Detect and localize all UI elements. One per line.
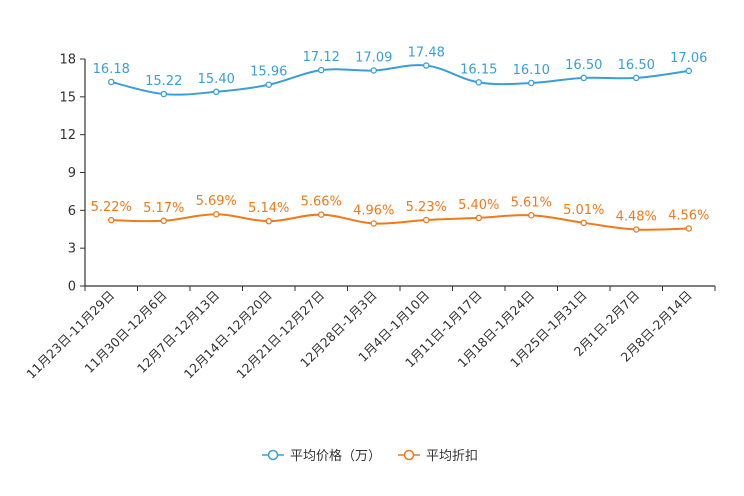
data-point[interactable] <box>212 88 220 96</box>
legend[interactable]: 平均价格（万） 平均折扣 <box>262 448 478 464</box>
data-label: 5.01% <box>563 203 604 218</box>
series-0: 16.18 15.22 15.40 15.96 17.12 17.09 17.48 16.15… <box>93 46 707 98</box>
y-tick-label: 18 <box>59 53 76 68</box>
data-label: 5.66% <box>301 195 342 210</box>
data-label: 5.14% <box>248 201 289 216</box>
data-point[interactable] <box>108 216 115 224</box>
data-point[interactable] <box>685 67 693 75</box>
x-tick-label: 12月21日-12月27日 <box>233 288 327 382</box>
y-axis-ticks: 0 3 6 9 12 15 18 <box>59 53 85 295</box>
data-point[interactable] <box>108 78 115 86</box>
y-tick-label: 9 <box>68 166 76 181</box>
data-label: 17.48 <box>408 46 445 61</box>
data-point[interactable] <box>633 74 640 82</box>
data-label: 4.48% <box>616 210 657 225</box>
data-point[interactable] <box>265 81 272 88</box>
data-point[interactable] <box>475 79 482 86</box>
y-tick-label: 0 <box>68 280 76 295</box>
data-label: 16.50 <box>618 58 655 73</box>
data-point[interactable] <box>528 79 535 87</box>
data-label: 5.17% <box>143 201 184 216</box>
data-label: 16.10 <box>513 63 550 78</box>
axes <box>84 59 715 287</box>
data-label: 17.06 <box>670 51 707 66</box>
data-label: 5.61% <box>511 195 552 210</box>
data-point[interactable] <box>160 217 167 225</box>
data-point[interactable] <box>422 62 430 69</box>
data-point[interactable] <box>633 226 640 233</box>
series-line-1 <box>111 213 689 231</box>
data-label: 5.40% <box>458 198 499 213</box>
legend-marker-price <box>267 449 279 461</box>
data-point[interactable] <box>212 210 220 218</box>
data-label: 16.50 <box>565 58 602 73</box>
legend-label-price: 平均价格（万） <box>290 448 381 464</box>
y-tick-label: 12 <box>59 128 76 143</box>
legend-marker-discount <box>403 449 415 461</box>
data-point[interactable] <box>528 212 535 219</box>
y-tick-label: 6 <box>68 204 76 219</box>
data-point[interactable] <box>685 225 693 232</box>
y-tick-label: 3 <box>68 242 76 257</box>
x-tick-label: 11月23日-11月29日 <box>23 288 117 382</box>
data-point[interactable] <box>475 214 482 222</box>
y-tick-label: 15 <box>59 90 76 105</box>
data-label: 17.09 <box>355 50 392 65</box>
data-label: 4.56% <box>668 208 709 223</box>
legend-item-discount[interactable]: 平均折扣 <box>398 449 478 464</box>
data-label: 15.22 <box>145 74 182 89</box>
x-tick-label: 12月14日-12月20日 <box>181 288 275 382</box>
data-point[interactable] <box>265 217 272 225</box>
data-label: 5.69% <box>196 194 237 209</box>
data-point[interactable] <box>580 219 588 227</box>
data-label: 16.15 <box>460 62 497 77</box>
data-label: 15.40 <box>198 72 235 87</box>
series-layer: 16.18 15.22 15.40 15.96 17.12 17.09 17.48 16.15… <box>91 46 709 233</box>
data-label: 15.96 <box>250 65 287 80</box>
data-point[interactable] <box>370 220 377 227</box>
data-label: 4.96% <box>353 203 394 218</box>
data-point[interactable] <box>370 67 377 74</box>
legend-item-price[interactable]: 平均价格（万） <box>262 448 381 464</box>
data-point[interactable] <box>160 90 167 98</box>
data-point[interactable] <box>422 216 430 224</box>
data-label: 16.18 <box>93 62 130 77</box>
series-line-0 <box>111 64 689 96</box>
data-point[interactable] <box>580 74 588 82</box>
data-label: 17.12 <box>303 50 340 65</box>
legend-label-discount: 平均折扣 <box>426 449 478 464</box>
data-point[interactable] <box>317 66 325 74</box>
data-label: 5.23% <box>406 200 447 215</box>
data-point[interactable] <box>317 211 325 218</box>
data-label: 5.22% <box>91 200 132 215</box>
x-axis-ticks: 11月23日-11月29日11月30日-12月6日12月7日-12月13日12月… <box>23 286 716 382</box>
series-1: 5.22% 5.17% 5.69% 5.14% 5.66% 4.96% 5.23% 5.40%… <box>91 194 709 233</box>
